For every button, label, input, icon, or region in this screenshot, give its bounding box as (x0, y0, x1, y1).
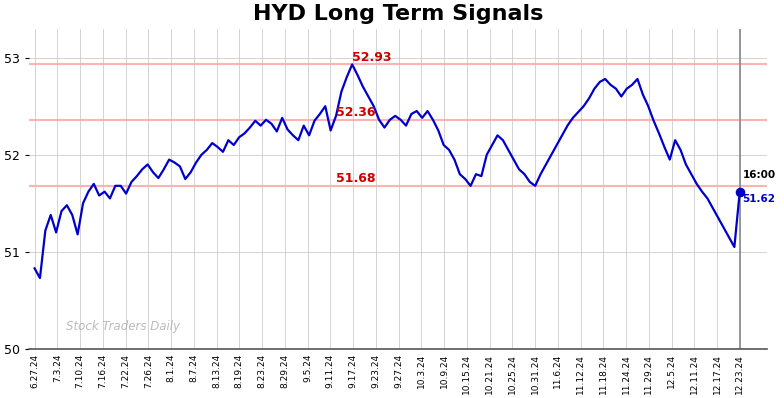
Text: 51.62: 51.62 (742, 193, 775, 204)
Text: 51.68: 51.68 (336, 172, 376, 185)
Text: Stock Traders Daily: Stock Traders Daily (66, 320, 180, 333)
Point (734, 189, 746, 195)
Text: 52.93: 52.93 (352, 51, 392, 64)
Text: 52.36: 52.36 (336, 106, 376, 119)
Title: HYD Long Term Signals: HYD Long Term Signals (252, 4, 543, 24)
Text: 16:00: 16:00 (742, 170, 775, 180)
